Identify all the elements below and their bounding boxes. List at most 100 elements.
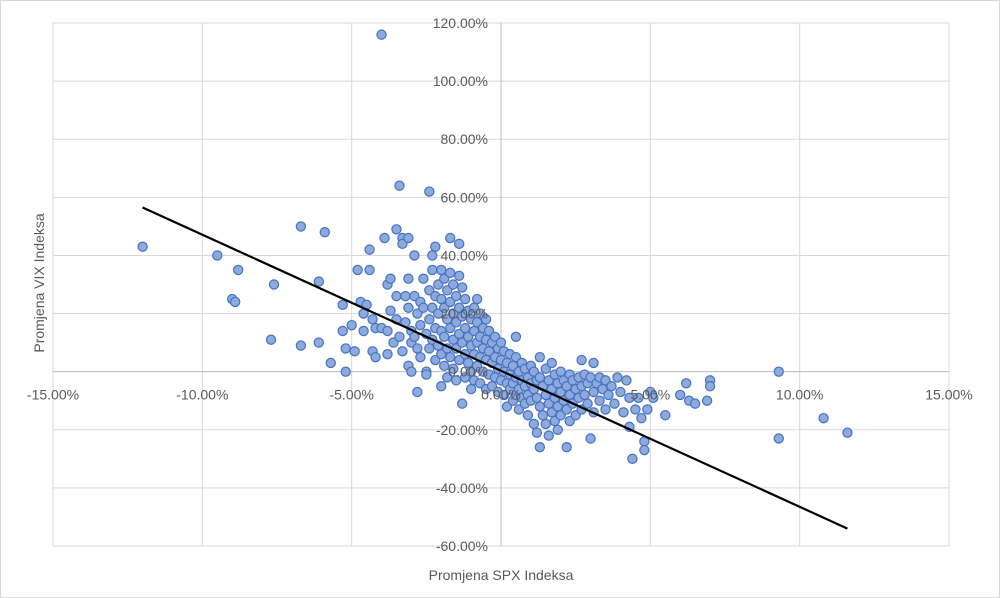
trendline <box>142 206 848 530</box>
data-point <box>397 346 408 357</box>
data-point <box>403 232 414 244</box>
data-point <box>382 349 393 360</box>
data-point <box>660 410 671 421</box>
data-point <box>615 386 626 398</box>
data-point <box>229 296 241 308</box>
data-point <box>349 346 360 357</box>
x-tick-label: 10.00% <box>776 387 823 403</box>
data-point <box>382 325 393 337</box>
data-point <box>555 366 566 377</box>
data-point <box>639 444 650 456</box>
data-point <box>313 337 325 348</box>
data-point <box>633 392 644 404</box>
y-tick-labels: -60.00% -40.00% -20.00% 0.00% 20.00% 40.00% 60… <box>433 15 488 554</box>
y-tick-label: 40.00% <box>441 247 488 263</box>
data-point <box>364 244 375 255</box>
x-tick-labels: -15.00% -10.00% -5.00% 0.00% 5.00% 10.00% 15.0… <box>27 387 973 403</box>
data-point <box>337 325 348 337</box>
data-point <box>421 369 432 380</box>
data-point <box>588 386 599 398</box>
data-point <box>543 430 554 441</box>
data-point <box>412 386 423 398</box>
data-point <box>588 357 599 369</box>
x-tick-label: -10.00% <box>176 387 228 403</box>
data-point <box>594 395 605 406</box>
data-point <box>585 433 596 444</box>
x-axis-title: Promjena SPX Indeksa <box>429 567 574 583</box>
data-point <box>537 410 549 421</box>
data-point <box>439 360 450 372</box>
data-point <box>439 331 450 342</box>
data-point <box>265 334 277 345</box>
data-point <box>453 238 465 250</box>
data-point <box>456 282 468 293</box>
y-tick-label: -40.00% <box>436 480 488 496</box>
data-point <box>531 427 543 438</box>
data-point <box>313 276 325 287</box>
data-point <box>379 232 390 244</box>
data-point <box>456 398 468 409</box>
data-point <box>337 299 348 311</box>
data-point <box>391 224 402 235</box>
y-tick-label: -20.00% <box>436 422 488 438</box>
axes <box>53 23 949 546</box>
data-point <box>582 398 593 409</box>
data-point <box>451 290 462 302</box>
data-point <box>436 264 447 276</box>
data-point <box>418 302 429 313</box>
data-point <box>448 279 459 290</box>
data-point <box>137 241 148 252</box>
data-point <box>630 404 641 415</box>
data-point <box>394 331 405 342</box>
data-point <box>612 372 623 383</box>
data-point <box>606 380 617 392</box>
data-point <box>534 401 546 412</box>
data-point <box>459 322 471 334</box>
data-point <box>352 264 363 276</box>
data-point <box>480 314 492 325</box>
data-point <box>459 293 471 305</box>
data-point <box>465 383 477 395</box>
y-tick-label: 100.00% <box>433 73 488 89</box>
y-tick-label: 80.00% <box>441 131 488 147</box>
y-tick-label: -60.00% <box>436 538 488 554</box>
data-point <box>451 375 462 386</box>
data-point <box>531 392 543 404</box>
data-point <box>471 293 483 305</box>
data-point <box>534 372 546 383</box>
data-point <box>546 357 557 369</box>
data-point <box>319 226 330 238</box>
data-point <box>295 221 307 232</box>
y-tick-label: 20.00% <box>441 306 488 322</box>
data-point <box>528 418 540 430</box>
data-point <box>418 273 429 284</box>
data-point <box>358 325 369 337</box>
data-point <box>442 372 453 383</box>
data-point <box>436 380 447 392</box>
data-point <box>424 343 435 354</box>
data-point <box>394 180 405 191</box>
data-point <box>424 314 435 325</box>
data-point <box>445 232 456 244</box>
data-point <box>436 293 447 305</box>
data-point <box>818 412 829 424</box>
data-point <box>424 186 435 197</box>
data-point <box>576 354 587 366</box>
data-point <box>412 343 423 354</box>
data-point <box>636 412 647 424</box>
data-point <box>385 273 396 284</box>
data-point <box>495 337 507 348</box>
data-point <box>627 453 638 465</box>
data-point <box>400 290 411 302</box>
data-point <box>212 250 223 261</box>
data-point <box>268 279 280 290</box>
data-point <box>415 319 426 331</box>
data-point <box>430 241 441 252</box>
data-point <box>534 351 546 363</box>
data-point <box>445 267 456 279</box>
data-point <box>510 331 522 342</box>
data-point <box>522 410 534 421</box>
data-point <box>618 407 629 418</box>
data-points <box>137 29 853 465</box>
